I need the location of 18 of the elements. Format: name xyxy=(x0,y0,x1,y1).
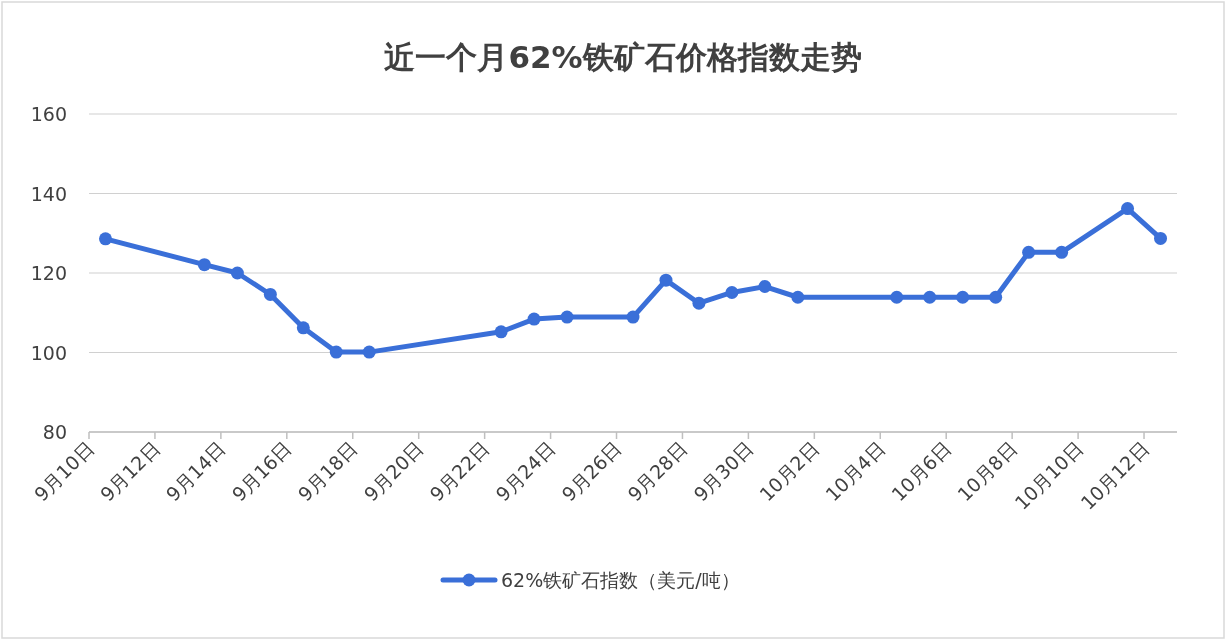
x-tick-label: 9月14日 xyxy=(161,437,230,506)
x-tick-label: 9月20日 xyxy=(359,437,428,506)
y-tick-label: 120 xyxy=(30,262,67,284)
y-tick-label: 160 xyxy=(30,103,67,125)
x-tick-label: 9月18日 xyxy=(293,437,362,506)
y-tick-label: 100 xyxy=(30,341,67,364)
x-tick-label: 9月30日 xyxy=(689,437,758,506)
x-tick-label: 9月24日 xyxy=(491,437,560,506)
x-tick-label: 9月28日 xyxy=(623,437,692,506)
chart-title: 近一个月62%铁矿石价格指数走势 xyxy=(384,39,862,75)
x-tick-label: 9月12日 xyxy=(95,437,164,506)
x-tick-label: 9月16日 xyxy=(227,437,296,506)
x-tick-label: 10月2日 xyxy=(755,437,824,506)
legend-label: 62%铁矿石指数（美元/吨） xyxy=(501,569,740,591)
x-tick-label: 9月26日 xyxy=(557,437,626,506)
y-tick-label: 80 xyxy=(42,421,67,443)
y-tick-label: 140 xyxy=(30,182,67,205)
x-tick-label: 9月22日 xyxy=(425,437,494,506)
